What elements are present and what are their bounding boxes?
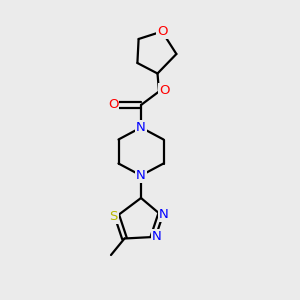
Text: O: O — [157, 25, 167, 38]
Text: N: N — [152, 230, 161, 244]
Text: S: S — [109, 209, 118, 223]
Text: N: N — [136, 121, 146, 134]
Text: O: O — [159, 84, 170, 97]
Text: O: O — [108, 98, 118, 112]
Text: N: N — [159, 208, 169, 221]
Text: N: N — [136, 169, 146, 182]
